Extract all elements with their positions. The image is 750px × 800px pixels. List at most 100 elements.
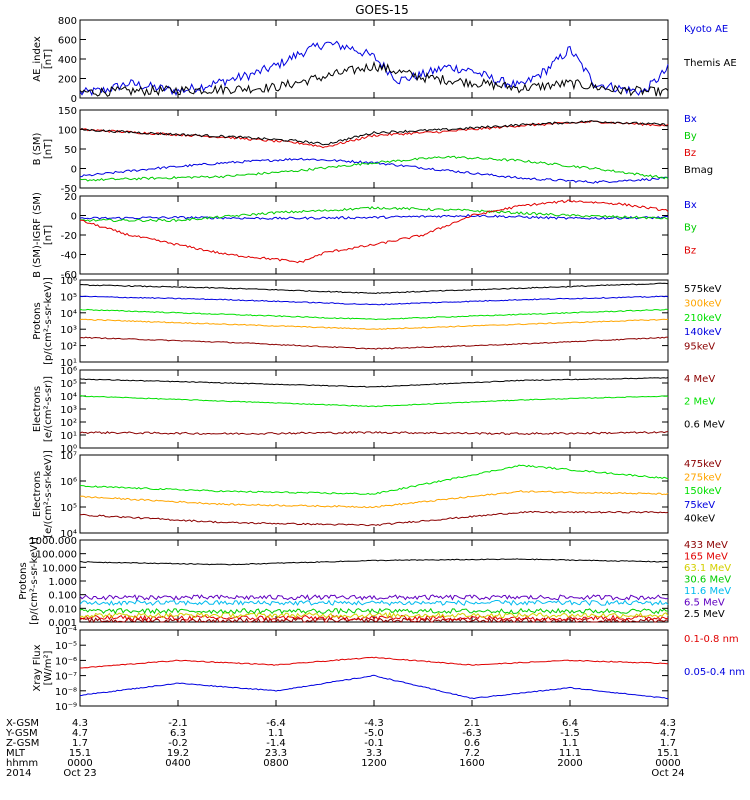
y-tick-label: 10³ (60, 405, 77, 416)
series-line (79, 155, 669, 182)
y-tick-label: 100 (58, 126, 77, 137)
y-tick-label: 10⁶ (60, 366, 77, 377)
series-line (79, 599, 669, 607)
y-tick-label: 10⁻⁹ (55, 702, 77, 713)
y-tick-label: 400 (58, 55, 77, 66)
x-axis-value: -1.5 (560, 728, 580, 739)
series-line (79, 282, 669, 295)
legend-entry: 475keV (684, 459, 722, 470)
panel-frame (79, 195, 669, 275)
panel-frame (79, 369, 669, 449)
legend-entry: Bx (684, 200, 697, 211)
x-axis-row-label: 2014 (6, 768, 31, 779)
y-axis-label: B (SM)[nT] (32, 132, 54, 165)
y-axis-label: B (SM)-IGRF (SM)[nT] (32, 192, 54, 278)
x-axis-value: 1200 (361, 758, 386, 769)
y-tick-label: 200 (58, 75, 77, 86)
y-tick-label: 10⁶ (60, 276, 77, 287)
y-tick-label: 0.100 (48, 591, 77, 602)
legend-entry: 210keV (684, 313, 722, 324)
legend-entry: 11.6 MeV (684, 586, 731, 597)
y-axis-label: AE_index[nT] (32, 36, 54, 82)
x-axis-value: 0.6 (464, 738, 480, 749)
legend-entry: 433 MeV (684, 540, 728, 551)
x-axis-value: 1.7 (660, 738, 676, 749)
legend-entry: Bz (684, 245, 696, 256)
series-line (79, 308, 669, 321)
panel-2: B (SM)-IGRF (SM)[nT] 20 0 -20 -40 -60 Bx By Bz (32, 192, 697, 281)
x-axis-value: 4.3 (72, 718, 88, 729)
x-axis-value: 1600 (459, 758, 484, 769)
x-axis-value: 7.2 (464, 748, 480, 759)
y-tick-label: 10¹ (60, 431, 77, 442)
series-line (79, 120, 669, 146)
y-tick-label: 10⁴ (60, 529, 77, 540)
x-axis-value: 0000 (655, 758, 680, 769)
x-axis-value: -1.4 (266, 738, 286, 749)
series-line (80, 395, 669, 408)
x-axis-table: X-GSMY-GSMZ-GSMMLThhmm20144.34.71.715.10… (5, 718, 685, 779)
y-tick-label: 10⁻⁵ (55, 641, 77, 652)
y-tick-label: 1000.000 (29, 536, 77, 547)
x-axis-value: -5.0 (364, 728, 384, 739)
series-line (79, 336, 669, 350)
x-axis-row-label: Z-GSM (6, 738, 39, 749)
panel-7: Xray Flux[W/m²]10⁻⁴ 10⁻⁵ 10⁻⁶ 10⁻⁷ 10⁻⁸ 10⁻⁹ 0… (32, 626, 745, 713)
y-tick-label: 600 (58, 36, 77, 47)
y-tick-label: -40 (61, 251, 77, 262)
x-axis-value: -6.4 (266, 718, 286, 729)
x-axis-value: -6.3 (462, 728, 482, 739)
x-axis-value: 4.7 (660, 728, 676, 739)
series-line (79, 199, 669, 264)
series-line (79, 40, 669, 97)
y-axis-label: Protons[p/(cm²-s-sr-keV)] (18, 537, 40, 625)
series-line (79, 318, 669, 330)
y-tick-label: 100.000 (36, 550, 77, 561)
y-tick-label: 50 (64, 145, 77, 156)
series-line (80, 157, 669, 184)
legend-entry: 75keV (684, 500, 715, 511)
series-line (79, 656, 669, 669)
x-axis-value: 0800 (263, 758, 288, 769)
x-axis-value: 1.1 (562, 738, 578, 749)
legend-entry: 63.1 MeV (684, 563, 731, 574)
legend-entry: Bmag (684, 165, 713, 176)
y-tick-label: 10⁶ (60, 477, 77, 488)
panel-3: Protons[p/(cm²-s-sr-keV)] 10⁶ 10⁵ 10⁴ 10³ 10²… (32, 276, 722, 369)
y-tick-label: 10⁻⁴ (55, 626, 77, 637)
legend-entry: 2 MeV (684, 397, 715, 408)
x-axis-value: 4.7 (72, 728, 88, 739)
x-axis-value: 4.3 (660, 718, 676, 729)
series-line (79, 617, 669, 624)
y-tick-label: 0.010 (48, 604, 77, 615)
y-tick-label: 10.000 (42, 563, 77, 574)
x-axis-value: 0000 (67, 758, 92, 769)
panel-frame (79, 629, 669, 707)
legend-entry: 575keV (684, 284, 722, 295)
x-axis-value: 15.1 (657, 748, 679, 759)
legend-entry: 165 MeV (684, 552, 728, 563)
series-line (79, 611, 669, 619)
x-axis-value: 0400 (165, 758, 190, 769)
legend-entry: By (684, 131, 697, 142)
x-axis-value: -0.2 (168, 738, 188, 749)
y-tick-label: -60 (61, 270, 77, 281)
series-line (79, 295, 669, 306)
legend-entry: 0.05-0.4 nm (684, 667, 745, 678)
series-line (79, 594, 669, 602)
legend-entry: Bx (684, 114, 697, 125)
panel-0: AE_index[nT] 800 600 400 200 0 Kyoto AE Themis … (32, 16, 737, 105)
series-line (79, 674, 669, 700)
x-axis-value: Oct 24 (651, 768, 684, 779)
x-axis-value: Oct 23 (63, 768, 96, 779)
y-axis-label: Electrons[e/(cm²-s-sr)] (32, 376, 54, 442)
legend-entry: 275keV (684, 473, 722, 484)
x-axis-value: 1.7 (72, 738, 88, 749)
y-tick-label: -50 (61, 184, 77, 195)
x-axis-value: -4.3 (364, 718, 384, 729)
x-axis-value: 6.3 (170, 728, 186, 739)
panel-5: Electrons[e/(cm²-s-sr-keV)] 10⁷ 10⁶ 10⁵ 10⁴ 4… (32, 450, 722, 540)
y-tick-label: 10² (60, 342, 77, 353)
